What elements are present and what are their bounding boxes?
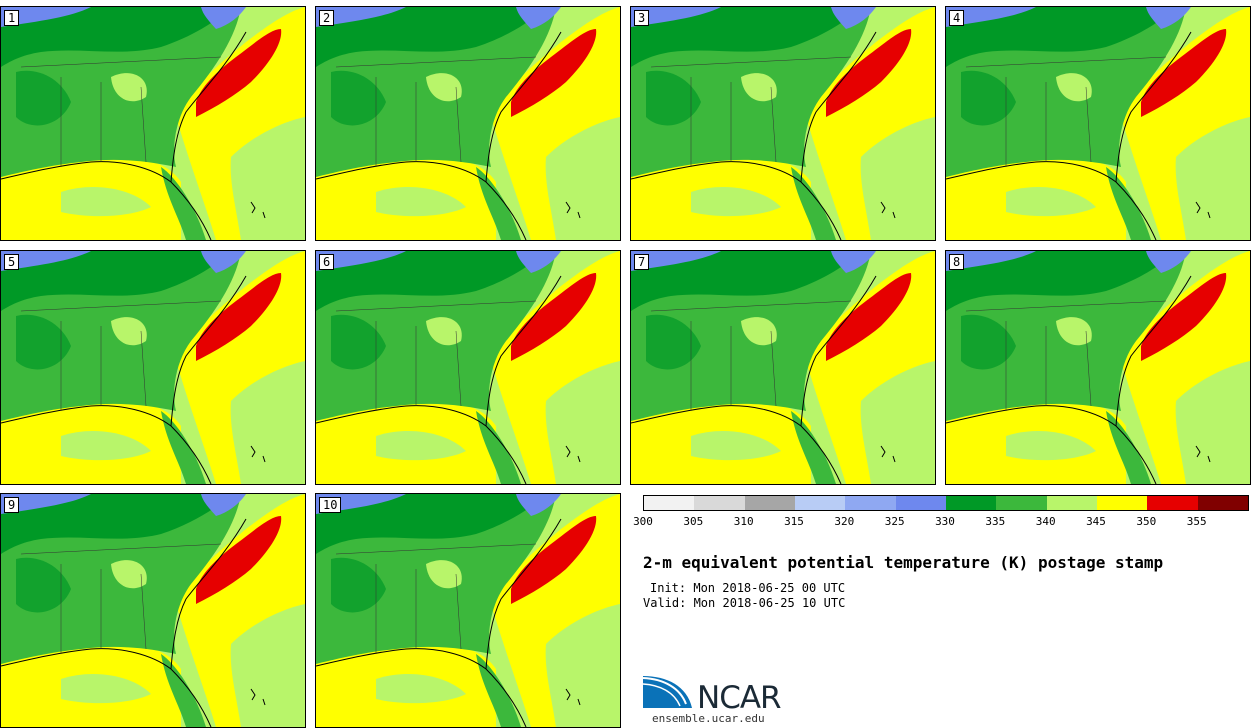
member-label: 10 (319, 497, 342, 513)
postage-stamp-map-7: 7 (630, 250, 936, 485)
colorbar (643, 495, 1249, 511)
postage-stamp-map-8: 8 (945, 250, 1251, 485)
colorbar-segment (1046, 496, 1097, 510)
ncar-logo-icon (642, 676, 692, 708)
postage-stamp-map-9: 9 (0, 493, 306, 728)
postage-stamp-map-3: 3 (630, 6, 936, 241)
colorbar-segment (1096, 496, 1148, 510)
colorbar-tick-label: 330 (935, 515, 955, 528)
postage-stamp-map-2: 2 (315, 6, 621, 241)
member-label: 6 (319, 254, 335, 270)
colorbar-segment (996, 496, 1047, 510)
colorbar-segment (794, 496, 846, 510)
colorbar-tick-label: 325 (884, 515, 905, 528)
member-label: 1 (4, 10, 20, 26)
colorbar-segment (895, 496, 946, 510)
member-label: 7 (634, 254, 650, 270)
logo-text: NCAR (697, 680, 782, 716)
chart-title: 2-m equivalent potential temperature (K)… (643, 553, 1164, 572)
colorbar-tick-label: 355 (1186, 515, 1207, 528)
colorbar-tick-label: 310 (733, 515, 754, 528)
member-label: 2 (319, 10, 335, 26)
postage-stamp-map-6: 6 (315, 250, 621, 485)
logo-url: ensemble.ucar.edu (652, 712, 765, 725)
colorbar-tick-label: 305 (683, 515, 704, 528)
member-label: 4 (949, 10, 965, 26)
init-time: Init: Mon 2018-06-25 00 UTC (650, 581, 846, 595)
colorbar-tick-label: 300 (633, 515, 653, 528)
colorbar-ticks: 300 305 310 315 320 325 330 335 340 345 350 355 (633, 515, 1247, 529)
colorbar-segment (1147, 496, 1198, 510)
member-label: 5 (4, 254, 20, 270)
colorbar-segment (1197, 496, 1248, 510)
member-label: 8 (949, 254, 965, 270)
colorbar-tick-label: 345 (1086, 515, 1106, 528)
postage-stamp-map-5: 5 (0, 250, 306, 485)
postage-stamp-map-4: 4 (945, 6, 1251, 241)
member-label: 3 (634, 10, 650, 26)
colorbar-segment (945, 496, 997, 510)
postage-stamp-map-10: 10 (315, 493, 621, 728)
colorbar-tick-label: 350 (1136, 515, 1157, 528)
colorbar-segment (744, 496, 795, 510)
colorbar-segment (694, 496, 745, 510)
member-label: 9 (4, 497, 20, 513)
colorbar-tick-label: 335 (985, 515, 1006, 528)
colorbar-tick-label: 320 (834, 515, 855, 528)
colorbar-segment (845, 496, 896, 510)
colorbar-segment (644, 496, 695, 510)
colorbar-tick-label: 340 (1035, 515, 1056, 528)
valid-time: Valid: Mon 2018-06-25 10 UTC (643, 596, 846, 610)
postage-stamp-map-1: 1 (0, 6, 306, 241)
colorbar-tick-label: 315 (784, 515, 804, 528)
